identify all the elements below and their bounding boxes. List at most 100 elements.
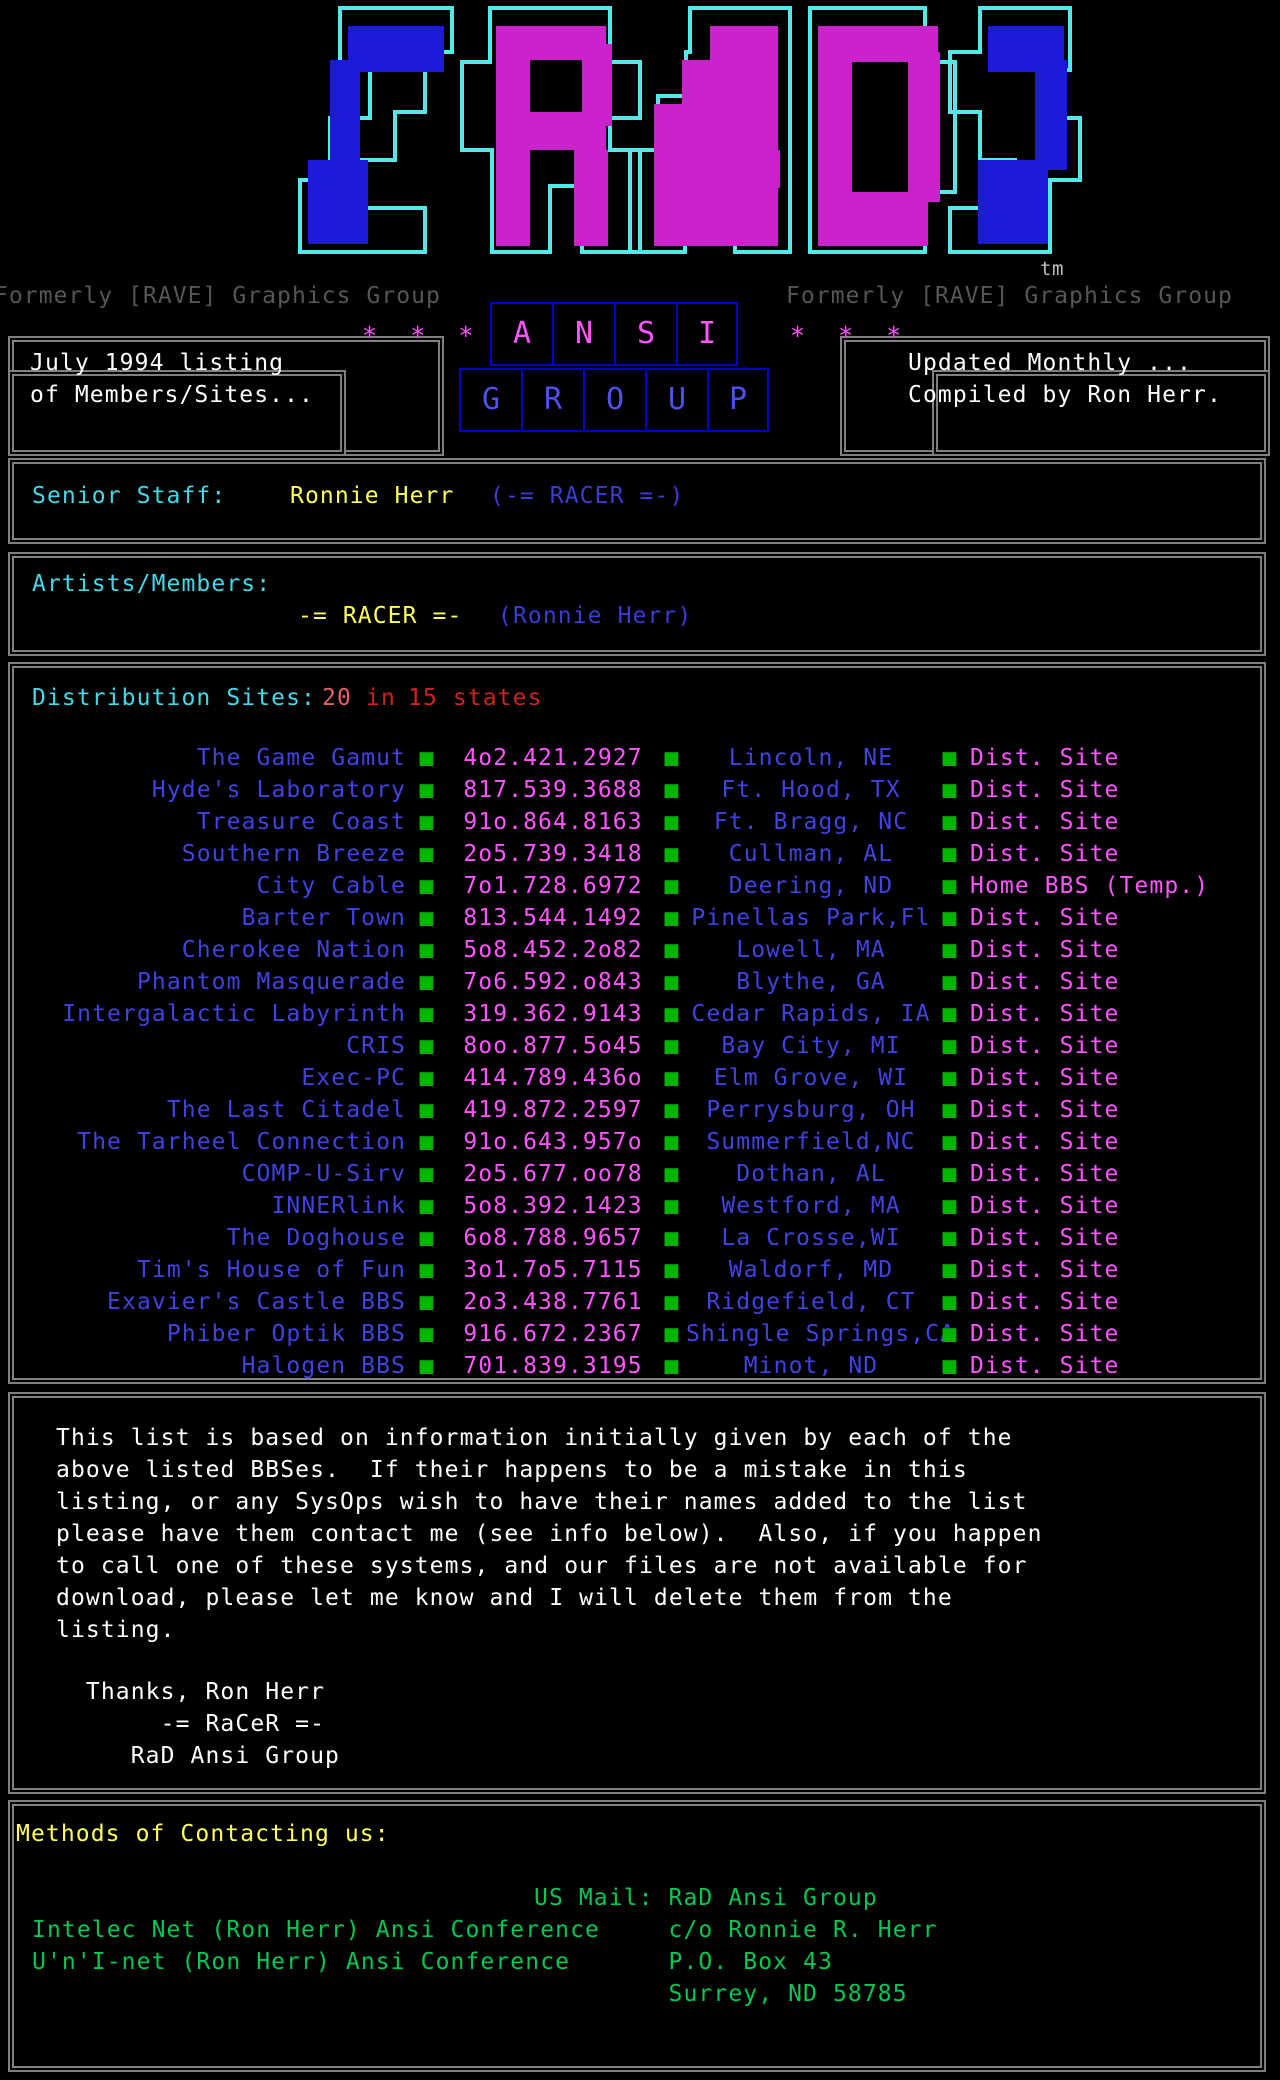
site-phone: 2o3.438.7761 — [463, 1289, 643, 1315]
listing-date-line1: July 1994 listing — [30, 350, 285, 376]
separator-icon: ■ — [664, 1193, 680, 1219]
site-name: Exec-PC — [301, 1065, 406, 1091]
site-type: Dist. Site — [970, 1321, 1120, 1347]
listing-date-box-ext — [8, 370, 346, 456]
separator-icon: ■ — [664, 1225, 680, 1251]
separator-icon: ■ — [664, 1257, 680, 1283]
separator-icon: ■ — [419, 1289, 435, 1315]
stars-right: * * * — [790, 321, 911, 350]
table-row: Phantom Masquerade ■ 7o6.592.o843 ■ Blythe, … — [14, 966, 1272, 998]
group-letter-u: U — [645, 368, 707, 432]
separator-icon: ■ — [942, 1161, 958, 1187]
contact-mail-line4: Surrey, ND 58785 — [534, 1981, 908, 2007]
separator-icon: ■ — [419, 1129, 435, 1155]
site-type: Dist. Site — [970, 1193, 1120, 1219]
ansi-letter-i: I — [676, 302, 738, 366]
separator-icon: ■ — [942, 937, 958, 963]
site-name: Cherokee Nation — [181, 937, 406, 963]
separator-icon: ■ — [664, 1097, 680, 1123]
group-letter-g: G — [459, 368, 521, 432]
site-phone: 414.789.436o — [463, 1065, 643, 1091]
separator-icon: ■ — [942, 841, 958, 867]
site-name: The Game Gamut — [196, 745, 406, 771]
site-name: The Tarheel Connection — [77, 1129, 406, 1155]
site-city: Minot, ND — [743, 1353, 879, 1379]
ansi-letter-s: S — [614, 302, 676, 366]
site-type: Dist. Site — [970, 809, 1120, 835]
separator-icon: ■ — [664, 1353, 680, 1379]
separator-icon: ■ — [942, 1225, 958, 1251]
separator-icon: ■ — [664, 841, 680, 867]
senior-staff-label: Senior Staff: — [32, 483, 227, 509]
site-city: Cedar Rapids, IA — [691, 1001, 931, 1027]
site-phone: 5o8.452.2o82 — [463, 937, 643, 963]
table-row: Phiber Optik BBS ■ 916.672.2367 ■ Shingle Sp… — [14, 1318, 1272, 1350]
separator-icon: ■ — [419, 745, 435, 771]
rad-logo: tm — [0, 0, 1280, 285]
table-row: Intergalactic Labyrinth ■ 319.362.9143 ■ Ced… — [14, 998, 1272, 1030]
site-city: Lowell, MA — [736, 937, 886, 963]
site-city: La Crosse,WI — [721, 1225, 901, 1251]
site-phone: 7o6.592.o843 — [463, 969, 643, 995]
distribution-joiner: in — [366, 685, 396, 711]
separator-icon: ■ — [664, 1033, 680, 1059]
listing-date-line2: of Members/Sites... — [30, 382, 314, 408]
contact-mail-line1: US Mail: RaD Ansi Group — [534, 1885, 878, 1911]
separator-icon: ■ — [419, 905, 435, 931]
site-type: Dist. Site — [970, 905, 1120, 931]
site-city: Perrysburg, OH — [706, 1097, 916, 1123]
site-city: Summerfield,NC — [706, 1129, 916, 1155]
table-row: CRIS ■ 8oo.877.5o45 ■ Bay City, MI ■ Dist. Sit… — [14, 1030, 1272, 1062]
formerly-rave-right: Formerly [RAVE] Graphics Group — [786, 283, 1233, 309]
site-name: The Last Citadel — [166, 1097, 406, 1123]
table-row: The Game Gamut ■ 4o2.421.2927 ■ Lincoln, NE ■… — [14, 742, 1272, 774]
site-type: Dist. Site — [970, 745, 1120, 771]
separator-icon: ■ — [419, 777, 435, 803]
separator-icon: ■ — [419, 1097, 435, 1123]
disclaimer-body: This list is based on information initia… — [56, 1425, 1043, 1643]
site-name: INNERlink — [271, 1193, 406, 1219]
site-city: Pinellas Park,Fl — [691, 905, 931, 931]
site-city: Lincoln, NE — [728, 745, 894, 771]
separator-icon: ■ — [942, 1129, 958, 1155]
ansi-letter-n: N — [552, 302, 614, 366]
separator-icon: ■ — [942, 969, 958, 995]
site-type: Dist. Site — [970, 1001, 1120, 1027]
table-row: The Doghouse ■ 6o8.788.9657 ■ La Crosse,WI ■ D… — [14, 1222, 1272, 1254]
separator-icon: ■ — [664, 873, 680, 899]
site-type: Dist. Site — [970, 969, 1120, 995]
contact-uni-net: U'n'I-net (Ron Herr) Ansi Conference — [32, 1949, 571, 1975]
separator-icon: ■ — [419, 1353, 435, 1379]
distribution-sites-table: The Game Gamut ■ 4o2.421.2927 ■ Lincoln, NE ■… — [14, 742, 1272, 1382]
senior-staff-name: Ronnie Herr — [290, 483, 455, 509]
site-type: Dist. Site — [970, 1225, 1120, 1251]
separator-icon: ■ — [942, 873, 958, 899]
separator-icon: ■ — [942, 1097, 958, 1123]
distribution-sites-panel: Distribution Sites: 20 in 15 states The … — [8, 662, 1266, 1384]
site-phone: 2o5.677.oo78 — [463, 1161, 643, 1187]
senior-staff-handle: (-= RACER =-) — [490, 483, 685, 509]
site-phone: 5o8.392.1423 — [463, 1193, 643, 1219]
separator-icon: ■ — [664, 1065, 680, 1091]
site-type: Dist. Site — [970, 1353, 1120, 1379]
updated-monthly-line1: Updated Monthly ... — [908, 350, 1192, 376]
table-row: COMP-U-Sirv ■ 2o5.677.oo78 ■ Dothan, AL ■ Dist… — [14, 1158, 1272, 1190]
site-type: Dist. Site — [970, 1289, 1120, 1315]
site-name: Intergalactic Labyrinth — [62, 1001, 406, 1027]
trademark-label: tm — [1040, 258, 1064, 280]
site-city: Ft. Bragg, NC — [713, 809, 909, 835]
site-type: Dist. Site — [970, 1129, 1120, 1155]
site-type: Dist. Site — [970, 1161, 1120, 1187]
separator-icon: ■ — [419, 1257, 435, 1283]
separator-icon: ■ — [942, 1257, 958, 1283]
site-phone: 6o8.788.9657 — [463, 1225, 643, 1251]
ansi-letter-a: A — [490, 302, 552, 366]
site-phone: 8oo.877.5o45 — [463, 1033, 643, 1059]
separator-icon: ■ — [942, 745, 958, 771]
rad-logo-art — [190, 0, 1090, 260]
contact-mail-line2: c/o Ronnie R. Herr — [534, 1917, 938, 1943]
site-name: Phantom Masquerade — [136, 969, 406, 995]
formerly-rave-left: Formerly [RAVE] Graphics Group — [0, 283, 441, 309]
contact-heading: Methods of Contacting us: — [16, 1821, 390, 1847]
separator-icon: ■ — [942, 1353, 958, 1379]
